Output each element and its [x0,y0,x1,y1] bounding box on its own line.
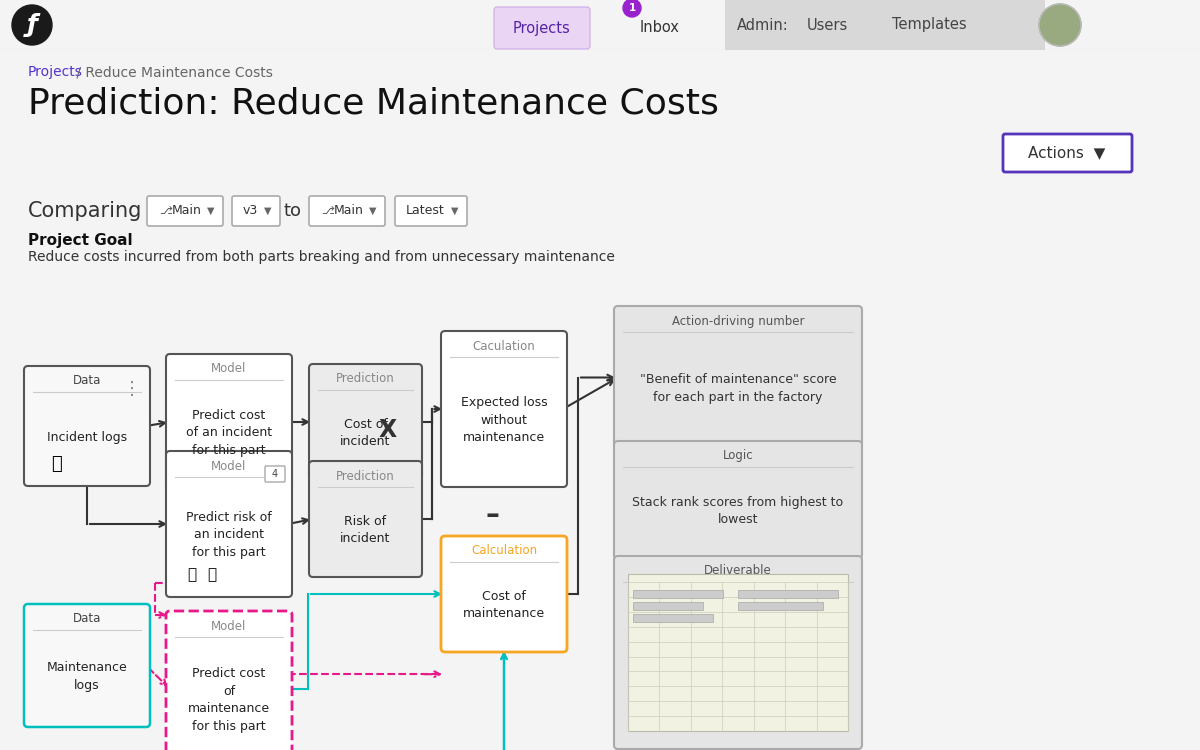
Text: Prediction: Prediction [336,373,395,386]
Text: ▼: ▼ [208,206,215,216]
FancyBboxPatch shape [725,0,1045,50]
FancyBboxPatch shape [395,196,467,226]
FancyBboxPatch shape [265,466,286,482]
FancyBboxPatch shape [166,354,292,490]
FancyBboxPatch shape [614,556,862,749]
Bar [634,590,722,598]
FancyBboxPatch shape [614,306,862,449]
Text: 👩: 👩 [187,568,197,583]
Text: Model: Model [211,460,247,472]
Text: Maintenance
logs: Maintenance logs [47,662,127,692]
Text: Data: Data [73,374,101,388]
Text: Stack rank scores from highest to
lowest: Stack rank scores from highest to lowest [632,496,844,526]
FancyBboxPatch shape [232,196,280,226]
Text: Users: Users [808,17,848,32]
Text: Prediction: Reduce Maintenance Costs: Prediction: Reduce Maintenance Costs [28,86,719,120]
Text: Predict risk of
an incident
for this part: Predict risk of an incident for this par… [186,511,272,559]
Text: Model: Model [211,362,247,376]
Text: Predict cost
of
maintenance
for this part: Predict cost of maintenance for this par… [188,668,270,733]
FancyBboxPatch shape [148,196,223,226]
Text: Risk of
incident: Risk of incident [341,514,391,545]
Text: Cost of
maintenance: Cost of maintenance [463,590,545,620]
Bar [738,590,838,598]
Text: Inbox: Inbox [640,20,680,35]
Text: to: to [284,202,302,220]
Circle shape [1039,4,1081,46]
FancyBboxPatch shape [310,196,385,226]
Text: 4: 4 [272,469,278,479]
Text: Caculation: Caculation [473,340,535,352]
Text: Data: Data [73,613,101,626]
Text: Expected loss
without
maintenance: Expected loss without maintenance [461,396,547,444]
Text: Latest: Latest [406,205,444,218]
Circle shape [623,0,641,17]
Text: ▼: ▼ [451,206,458,216]
FancyBboxPatch shape [494,7,590,49]
Text: Incident logs: Incident logs [47,430,127,443]
Text: Admin:: Admin: [737,17,788,32]
FancyBboxPatch shape [24,366,150,486]
FancyBboxPatch shape [442,536,568,652]
Text: ⎇: ⎇ [158,206,172,216]
FancyBboxPatch shape [310,364,422,480]
Circle shape [12,5,52,45]
Text: X: X [379,418,397,442]
Bar [634,614,713,622]
Text: 1: 1 [629,3,636,13]
Text: Projects: Projects [514,20,571,35]
FancyBboxPatch shape [628,574,848,731]
Text: Deliverable: Deliverable [704,565,772,578]
Text: ▼: ▼ [370,206,377,216]
FancyBboxPatch shape [310,461,422,577]
Text: –: – [485,501,499,529]
Text: v3: v3 [242,205,258,218]
Text: 🧔: 🧔 [208,568,216,583]
Bar [738,602,823,610]
Bar [634,602,703,610]
Text: Templates: Templates [892,17,967,32]
Text: Main: Main [172,205,202,218]
Text: ▼: ▼ [264,206,271,216]
Text: 👩: 👩 [50,455,61,473]
FancyBboxPatch shape [166,611,292,750]
Text: ⋮: ⋮ [124,380,142,398]
Text: ƒ: ƒ [26,13,37,37]
Text: Logic: Logic [722,449,754,463]
Text: Action-driving number: Action-driving number [672,314,804,328]
Text: Reduce costs incurred from both parts breaking and from unnecessary maintenance: Reduce costs incurred from both parts br… [28,250,614,264]
Text: "Benefit of maintenance" score
for each part in the factory: "Benefit of maintenance" score for each … [640,374,836,404]
Text: ⎇: ⎇ [322,206,334,216]
FancyBboxPatch shape [1003,134,1132,172]
Text: / Reduce Maintenance Costs: / Reduce Maintenance Costs [72,65,272,79]
FancyBboxPatch shape [166,451,292,597]
Text: Predict cost
of an incident
for this part: Predict cost of an incident for this par… [186,409,272,457]
Text: Prediction: Prediction [336,470,395,482]
Text: Project Goal: Project Goal [28,233,133,248]
Text: Comparing: Comparing [28,201,143,221]
Text: Cost of
incident: Cost of incident [341,418,391,448]
FancyBboxPatch shape [24,604,150,727]
FancyBboxPatch shape [442,331,568,487]
Text: Model: Model [211,620,247,632]
FancyBboxPatch shape [614,441,862,559]
Text: Main: Main [334,205,364,218]
Text: Calculation: Calculation [470,544,538,557]
Text: Actions  ▼: Actions ▼ [1028,146,1105,160]
Text: Projects: Projects [28,65,83,79]
